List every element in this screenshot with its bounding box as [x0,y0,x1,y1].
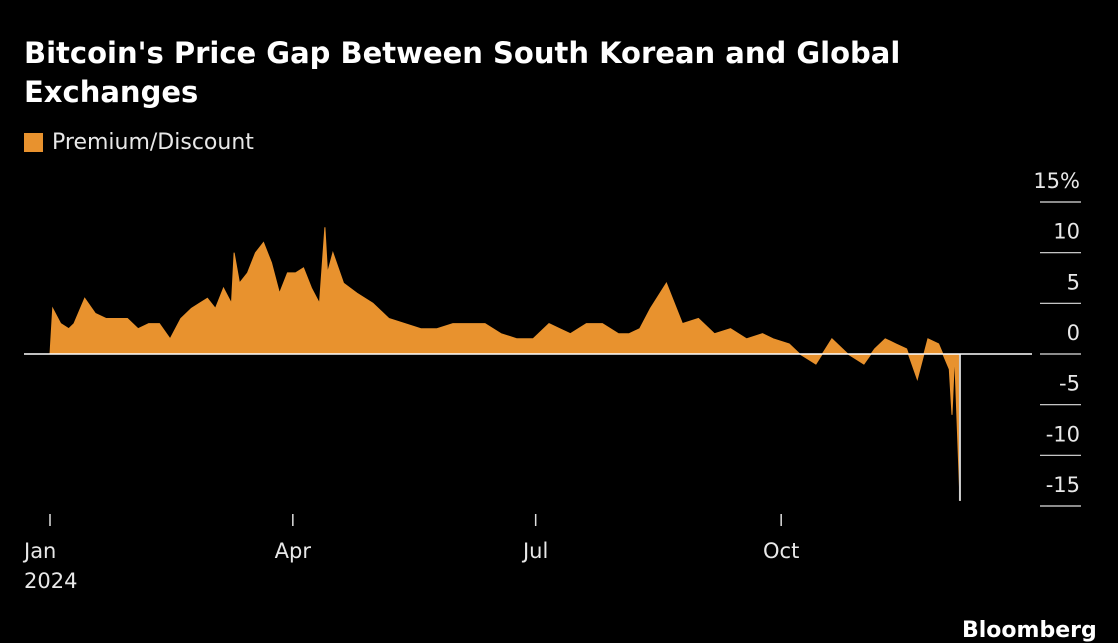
x-tick-label: Jan [22,539,56,563]
y-tick-label: -15 [1046,473,1080,497]
chart-title: Bitcoin's Price Gap Between South Korean… [24,36,901,109]
series-area [49,227,961,501]
x-tick-label: Jul [521,539,548,563]
y-tick-label: 15% [1033,169,1080,193]
legend-label: Premium/Discount [52,130,254,155]
y-tick-label: 5 [1067,270,1080,294]
legend-swatch [24,133,43,152]
y-tick-label: 10 [1053,220,1080,244]
brand-logo: Bloomberg [962,618,1097,643]
y-tick-label: 0 [1067,321,1080,345]
legend: Premium/Discount [24,130,254,155]
x-tick-label: Oct [763,539,799,563]
x-tick-sublabel: 2024 [24,569,77,593]
x-tick-label: Apr [275,539,312,563]
y-tick-label: -10 [1046,422,1080,446]
chart-area: 15% 10 5 0 -5 -10 -15 Jan 2024 Apr Jul Oct [22,169,1081,593]
y-tick-label: -5 [1059,372,1080,396]
